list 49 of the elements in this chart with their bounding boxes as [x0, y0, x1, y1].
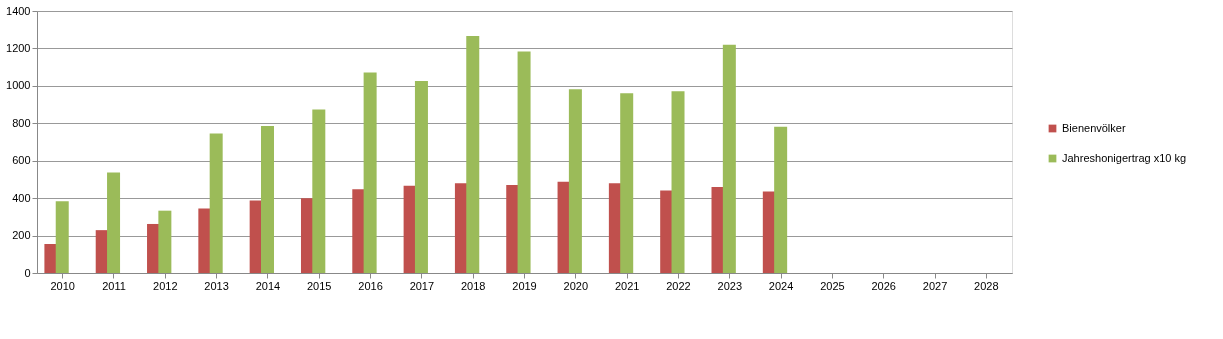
bar: [414, 80, 428, 273]
bar: [158, 210, 172, 273]
x-tick-label: 2014: [255, 279, 281, 292]
x-tick-label: 2011: [102, 279, 126, 292]
y-tick-label: 600: [12, 154, 31, 167]
x-tick-label: 2024: [768, 279, 794, 292]
x-tick-label: 2013: [204, 279, 229, 292]
legend-label: Bienenvölker: [1062, 121, 1126, 134]
x-tick-label: 2025: [820, 279, 845, 292]
bar: [466, 35, 480, 273]
bar: [506, 185, 520, 273]
bar: [660, 190, 674, 273]
x-tick-label: 2028: [974, 279, 999, 292]
bar: [312, 109, 326, 273]
y-tick-label: 200: [12, 229, 31, 242]
x-tick-label: 2017: [409, 279, 435, 292]
bar: [44, 243, 58, 273]
bar: [671, 91, 685, 273]
x-tick-label: 2020: [563, 279, 589, 292]
bar: [722, 44, 736, 273]
bar: [55, 201, 69, 273]
bar: [774, 126, 788, 273]
x-tick-label: 2018: [460, 279, 486, 292]
y-tick-label: 0: [24, 266, 31, 279]
bar: [568, 89, 582, 273]
bar: [198, 208, 212, 273]
y-tick-label: 400: [12, 191, 31, 204]
bar: [107, 172, 121, 273]
x-tick-label: 2016: [358, 279, 383, 292]
x-tick-label: 2022: [666, 279, 691, 292]
bar: [517, 51, 531, 273]
y-tick-label: 1200: [6, 41, 31, 54]
x-tick-label: 2021: [614, 279, 640, 292]
x-tick-label: 2010: [50, 279, 75, 292]
y-tick-label: 1400: [6, 4, 31, 17]
x-tick-label: 2012: [153, 279, 178, 292]
bar: [261, 126, 274, 273]
y-tick-label: 1000: [6, 79, 31, 92]
x-tick-label: 2023: [717, 279, 743, 292]
x-tick-label: 2026: [871, 279, 896, 292]
x-tick-label: 2027: [922, 279, 948, 292]
legend-label: Jahreshonigertrag x10 kg: [1062, 151, 1187, 164]
bar: [209, 133, 223, 273]
x-tick-label: 2015: [306, 279, 332, 292]
x-tick-label: 2019: [512, 279, 537, 292]
bar: [363, 72, 377, 273]
bar: [352, 189, 366, 273]
y-tick-label: 800: [12, 116, 31, 129]
bar: [620, 93, 634, 273]
